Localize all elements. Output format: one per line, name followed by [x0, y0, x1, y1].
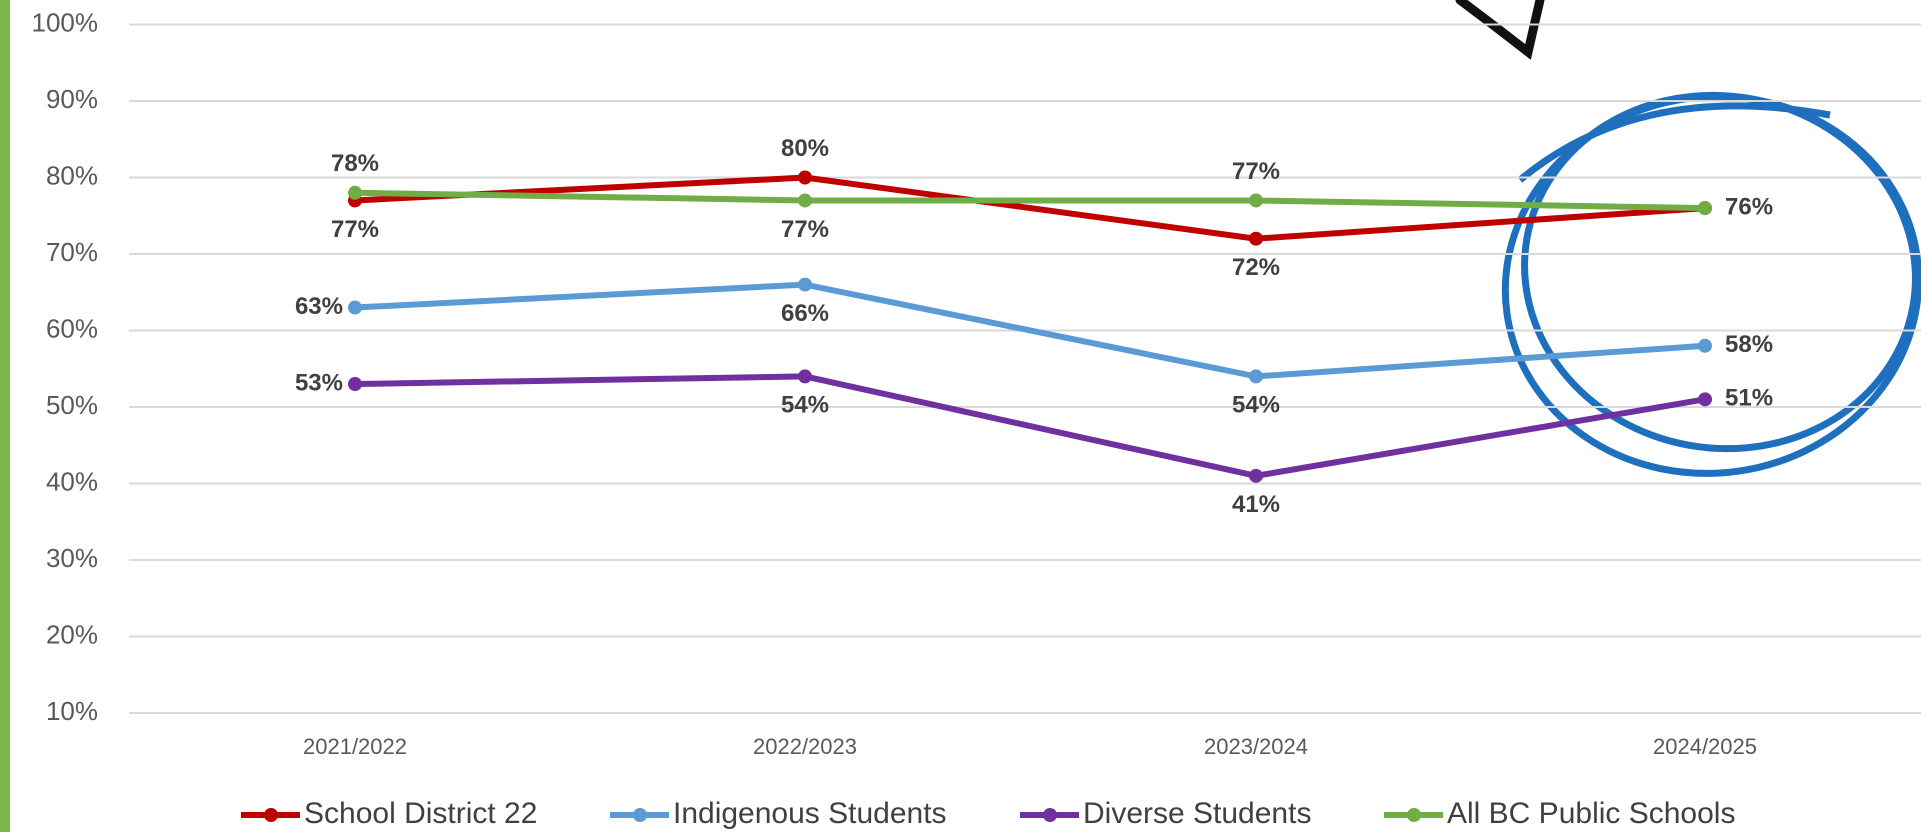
y-tick-label: 20%: [46, 619, 98, 649]
data-label: 51%: [1725, 385, 1773, 412]
data-label: 54%: [781, 392, 829, 419]
point: [798, 170, 812, 185]
y-tick-label: 90%: [46, 84, 98, 114]
legend-marker: [264, 808, 278, 822]
point: [1249, 193, 1263, 208]
point: [1698, 392, 1712, 407]
point: [1249, 369, 1263, 384]
x-tick-label: 2024/2025: [1653, 734, 1757, 759]
point: [348, 377, 362, 392]
point: [1249, 468, 1263, 483]
legend-marker: [1043, 808, 1057, 822]
decoration: [1501, 91, 1921, 477]
legend-marker: [633, 808, 647, 822]
legend-label: Diverse Students: [1083, 797, 1311, 830]
y-tick-label: 60%: [46, 313, 98, 343]
point: [798, 193, 812, 208]
y-tick-label: 50%: [46, 390, 98, 420]
point: [348, 185, 362, 200]
side-border: [0, 0, 10, 832]
data-label: 66%: [781, 300, 829, 327]
line: [354, 373, 1706, 479]
y-tick-label: 80%: [46, 160, 98, 190]
data-label: 54%: [1232, 392, 1280, 419]
legend-marker: [1407, 808, 1421, 822]
data-label: 77%: [331, 216, 379, 243]
data-label: 77%: [781, 216, 829, 243]
data-label: 53%: [295, 369, 343, 396]
data-label: 77%: [1232, 158, 1280, 185]
data-label: 63%: [295, 293, 343, 320]
point: [1698, 201, 1712, 216]
legend-label: All BC Public Schools: [1447, 797, 1735, 830]
data-label: 41%: [1232, 491, 1280, 518]
decoration-arrow: [1455, 0, 1545, 60]
x-tick-label: 2022/2023: [753, 734, 857, 759]
line: [354, 281, 1706, 380]
data-label: 78%: [331, 150, 379, 177]
line: [354, 174, 1706, 242]
y-tick-label: 100%: [32, 7, 99, 37]
legend-label: Indigenous Students: [673, 797, 947, 830]
x-tick-label: 2023/2024: [1204, 734, 1308, 759]
data-label: 72%: [1232, 254, 1280, 281]
legend-label: School District 22: [304, 797, 537, 830]
y-tick-label: 30%: [46, 543, 98, 573]
line: [354, 189, 1706, 212]
point: [1698, 338, 1712, 353]
point: [798, 369, 812, 384]
y-tick-label: 40%: [46, 466, 98, 496]
point: [798, 277, 812, 292]
point: [348, 300, 362, 315]
data-label: 58%: [1725, 331, 1773, 358]
y-tick-label: 10%: [46, 696, 98, 726]
y-tick-label: 70%: [46, 237, 98, 267]
x-tick-label: 2021/2022: [303, 734, 407, 759]
data-label: 80%: [781, 135, 829, 162]
data-label: 76%: [1725, 193, 1773, 220]
point: [1249, 231, 1263, 246]
